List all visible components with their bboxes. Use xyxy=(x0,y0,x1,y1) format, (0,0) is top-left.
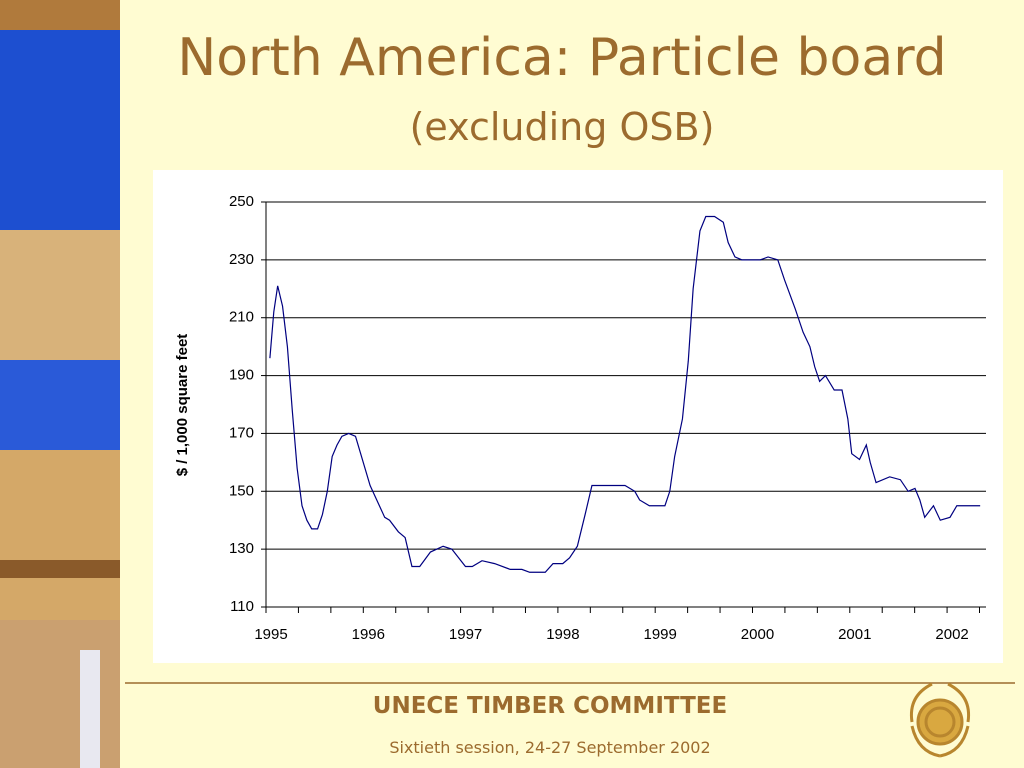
x-tick-label: 2001 xyxy=(838,626,871,643)
x-tick-label: 1997 xyxy=(449,626,482,643)
y-tick-label: 110 xyxy=(230,598,254,615)
x-tick-label: 1995 xyxy=(254,626,287,643)
footer-org: UNECE TIMBER COMMITTEE xyxy=(373,693,727,719)
y-tick-label: 230 xyxy=(229,251,254,268)
un-logo xyxy=(909,682,971,758)
subtitle: (excluding OSB) xyxy=(410,105,715,149)
x-tick-label: 1996 xyxy=(352,626,385,643)
y-tick-label: 150 xyxy=(229,482,254,499)
x-tick-label: 1998 xyxy=(546,626,579,643)
line-series xyxy=(269,215,981,573)
x-tick-label: 1999 xyxy=(644,626,677,643)
x-tick-label: 2000 xyxy=(741,626,774,643)
y-tick-label: 190 xyxy=(229,367,254,384)
y-tick-label: 130 xyxy=(229,540,254,557)
footer-session: Sixtieth session, 24-27 September 2002 xyxy=(389,738,710,757)
side-image xyxy=(0,0,120,768)
title: North America: Particle board xyxy=(177,28,946,88)
chart-area xyxy=(153,170,1003,663)
y-tick-label: 210 xyxy=(229,309,254,326)
y-tick-label: 250 xyxy=(229,193,254,210)
y-axis-label: $ / 1,000 square feet xyxy=(174,334,191,477)
x-tick-label: 2002 xyxy=(935,626,968,643)
y-tick-label: 170 xyxy=(229,424,254,441)
